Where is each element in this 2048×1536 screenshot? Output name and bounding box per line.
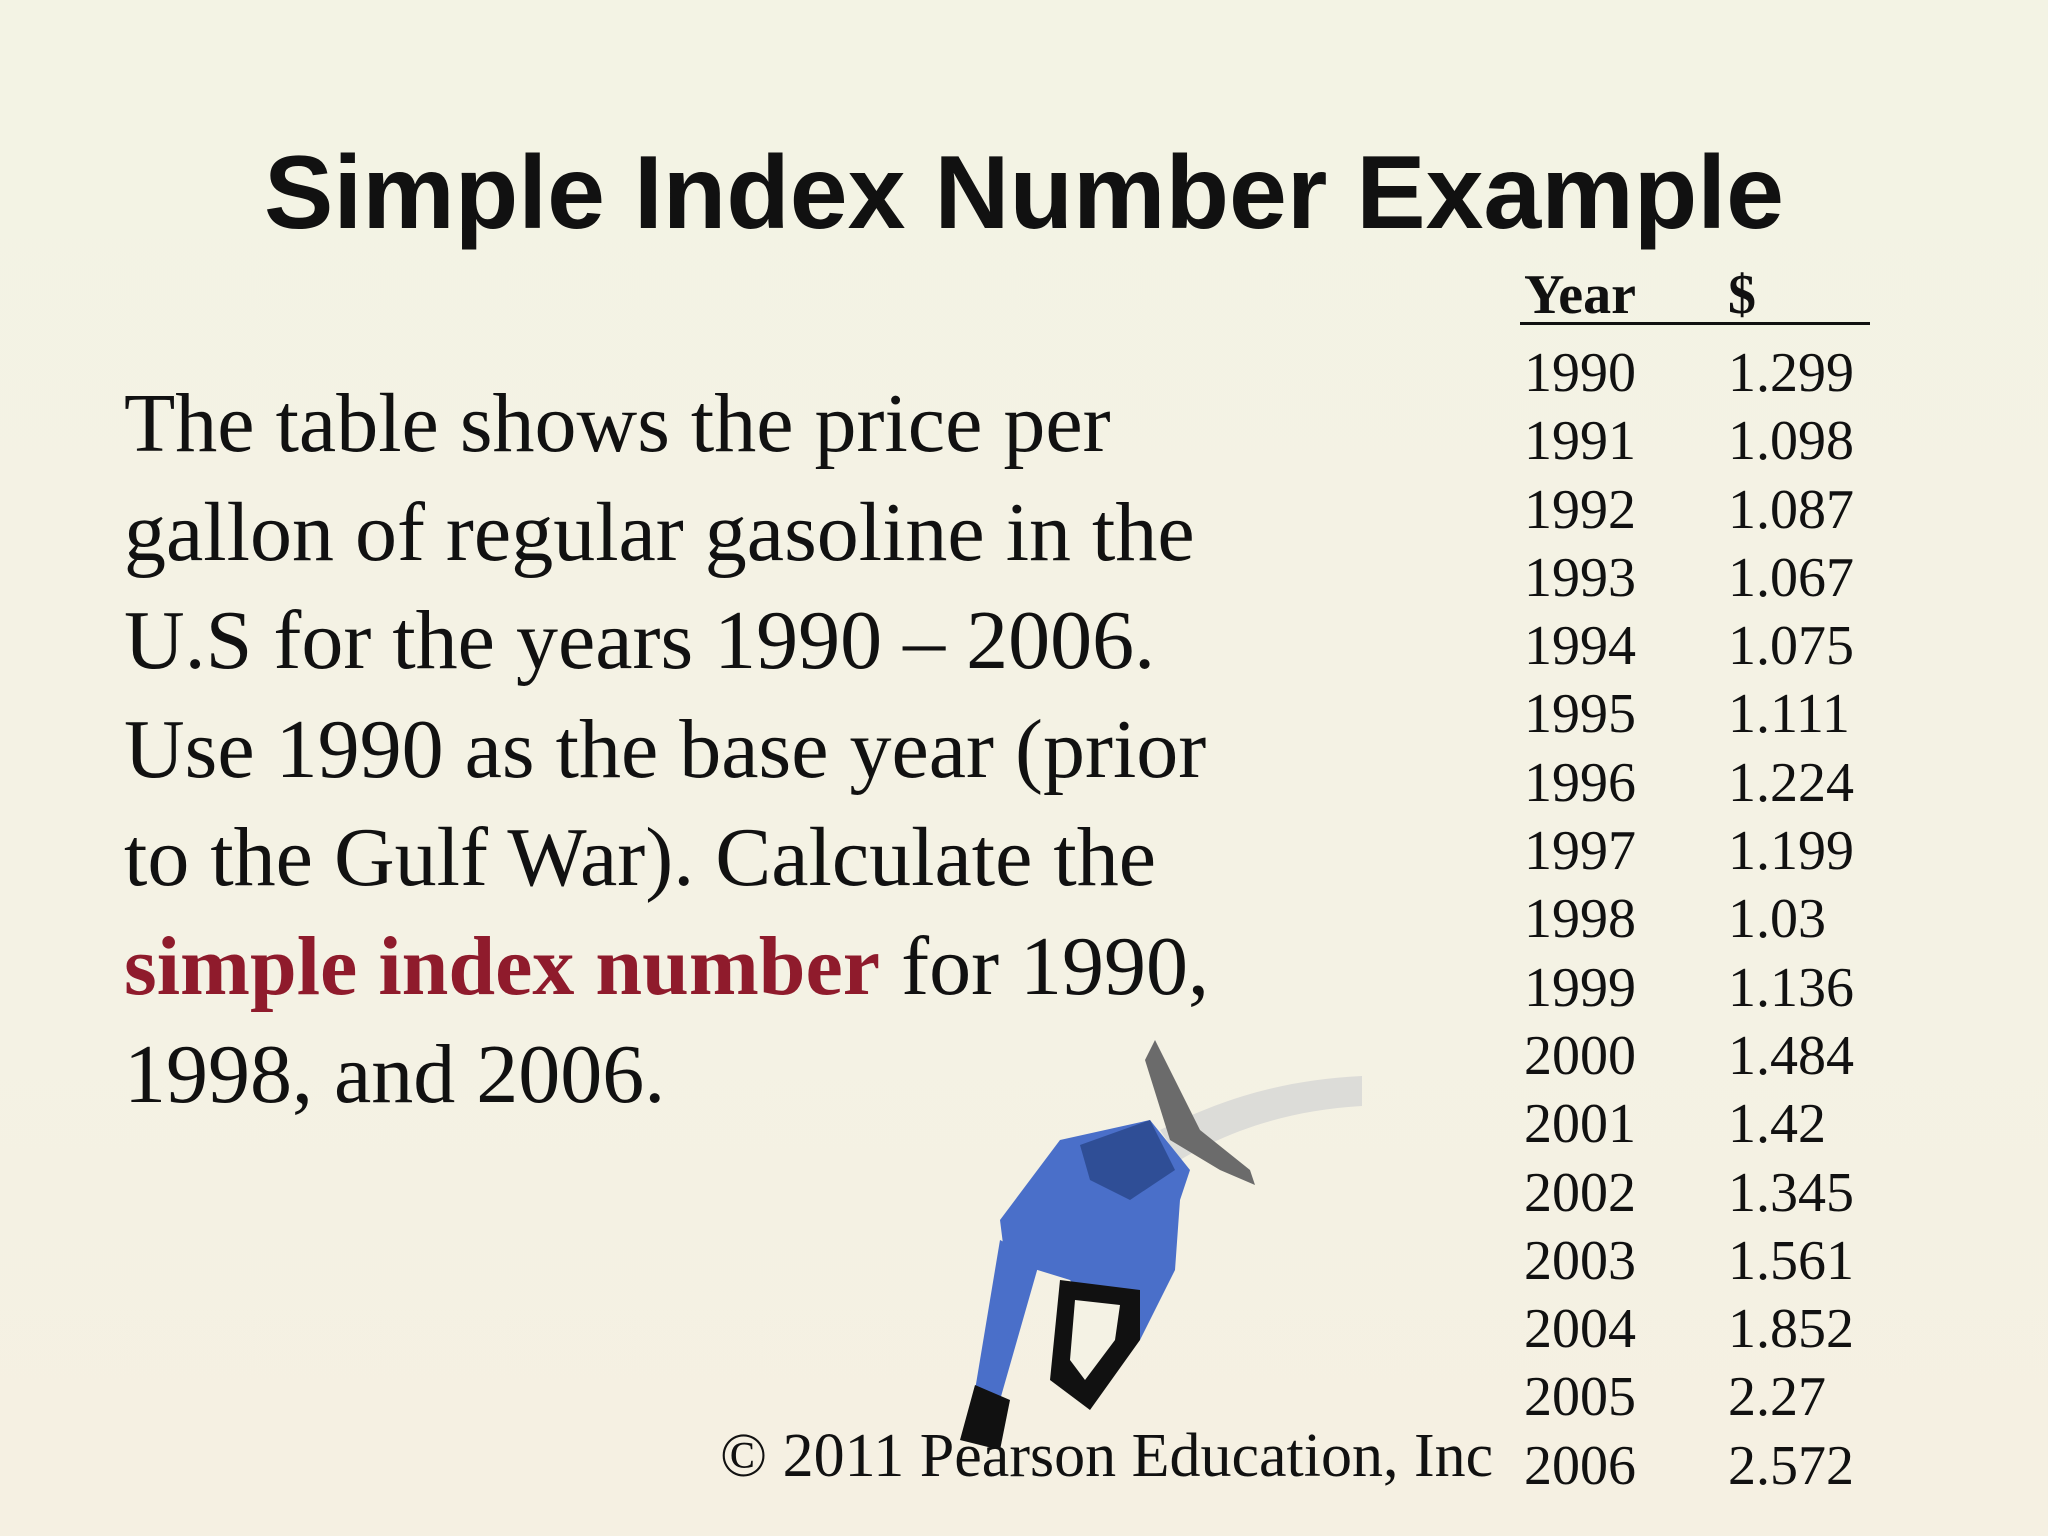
table-row: 2006 2.572 xyxy=(1520,1432,1870,1500)
year-cell: 1991 xyxy=(1524,410,1636,473)
body-text-segment: for 1990, 1998, and 2006. xyxy=(124,919,1210,1122)
year-cell: 2004 xyxy=(1524,1298,1636,1361)
table-row: 1997 1.199 xyxy=(1520,817,1870,885)
year-cell: 1993 xyxy=(1524,546,1636,609)
table-row: 2005 2.27 xyxy=(1520,1363,1870,1431)
price-cell: 1.42 xyxy=(1728,1093,1826,1156)
price-cell: 2.572 xyxy=(1728,1434,1854,1497)
year-cell: 1990 xyxy=(1524,342,1636,404)
table-row: 2003 1.561 xyxy=(1520,1227,1870,1295)
year-cell: 2001 xyxy=(1524,1093,1636,1156)
price-cell: 1.561 xyxy=(1728,1229,1854,1292)
year-cell: 1994 xyxy=(1524,615,1636,678)
emphasized-text: simple index number xyxy=(124,919,881,1013)
price-cell: 2.27 xyxy=(1728,1366,1826,1429)
table-row: 2002 1.345 xyxy=(1520,1159,1870,1227)
table-row: 1994 1.075 xyxy=(1520,612,1870,680)
table-row: 1998 1.03 xyxy=(1520,885,1870,953)
price-cell: 1.067 xyxy=(1728,546,1854,609)
table-row: 2001 1.42 xyxy=(1520,1090,1870,1158)
price-cell: 1.075 xyxy=(1728,615,1854,678)
price-cell: 1.136 xyxy=(1728,956,1854,1019)
price-cell: 1.087 xyxy=(1728,478,1854,541)
price-cell: 1.345 xyxy=(1728,1161,1854,1224)
table-row: 1996 1.224 xyxy=(1520,749,1870,817)
copyright-footer: © 2011 Pearson Education, Inc xyxy=(720,1422,1494,1490)
header-cell: Year xyxy=(1524,264,1636,326)
table-row: 1995 1.111 xyxy=(1520,680,1870,748)
table-row: 2000 1.484 xyxy=(1520,1022,1870,1090)
table-row: 1992 1.087 xyxy=(1520,476,1870,544)
price-table: Year $1990 1.299 1991 1.098 1992 1.087 1993 1.06… xyxy=(1520,264,1870,1500)
table-row: 2004 1.852 xyxy=(1520,1295,1870,1363)
body-text-segment: The table shows the price per gallon of … xyxy=(124,377,1207,904)
year-cell: 1998 xyxy=(1524,888,1636,951)
table-header: Year $ xyxy=(1520,264,1870,326)
table-row: 1991 1.098 xyxy=(1520,407,1870,475)
table-row: 1993 1.067 xyxy=(1520,544,1870,612)
price-cell: 1.852 xyxy=(1728,1298,1854,1361)
gas-pump-icon xyxy=(960,1040,1362,1450)
price-cell: 1.199 xyxy=(1728,820,1854,883)
year-cell: 2006 xyxy=(1524,1434,1636,1497)
year-cell: 2003 xyxy=(1524,1229,1636,1292)
body-text: The table shows the price per gallon of … xyxy=(124,370,1424,1130)
table-row: 1990 1.299 xyxy=(1520,339,1870,407)
table-row: 1999 1.136 xyxy=(1520,954,1870,1022)
price-cell: 1.484 xyxy=(1728,1024,1854,1087)
year-cell: 1995 xyxy=(1524,683,1636,746)
slide-title: Simple Index Number Example xyxy=(263,135,1785,251)
year-cell: 2005 xyxy=(1524,1366,1636,1429)
year-cell: 1992 xyxy=(1524,478,1636,541)
year-cell: 2002 xyxy=(1524,1161,1636,1224)
year-cell: 1997 xyxy=(1524,820,1636,883)
price-cell: 1.224 xyxy=(1728,751,1854,814)
year-cell: 1999 xyxy=(1524,956,1636,1019)
price-cell: 1.299 xyxy=(1728,342,1854,404)
price-cell: 1.03 xyxy=(1728,888,1826,951)
price-cell: 1.111 xyxy=(1728,683,1850,746)
price-cell: 1.098 xyxy=(1728,410,1854,473)
year-cell: 1996 xyxy=(1524,751,1636,814)
header-cell: $ xyxy=(1728,264,1756,326)
year-cell: 2000 xyxy=(1524,1024,1636,1087)
